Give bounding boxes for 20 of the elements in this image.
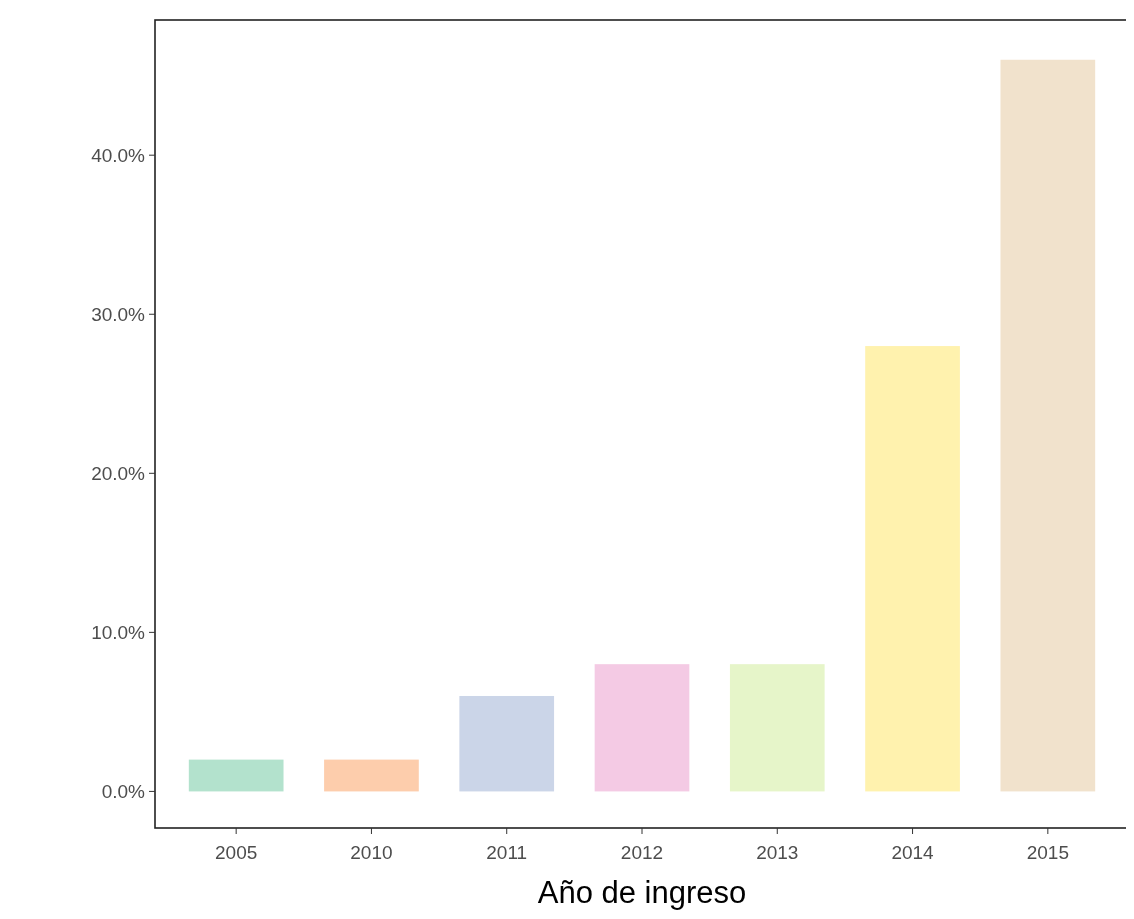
y-tick-label: 0.0%: [101, 781, 146, 803]
x-tick-label: 2012: [620, 842, 664, 863]
y-tick-label: 10.0%: [91, 622, 146, 644]
y-tick-label: 30.0%: [91, 303, 146, 325]
x-tick-label: 2013: [756, 842, 799, 863]
x-tick-label: 2011: [486, 842, 528, 863]
bar: [594, 664, 690, 792]
y-tick-label: 40.0%: [91, 144, 146, 166]
bar: [324, 759, 419, 792]
x-axis-title: Año de ingreso: [537, 875, 747, 910]
bar: [188, 759, 284, 792]
bar: [1000, 59, 1096, 792]
bar: [865, 346, 960, 792]
y-tick-label: 20.0%: [91, 462, 146, 484]
x-tick-label: 2010: [350, 842, 393, 863]
bar: [729, 664, 825, 792]
x-tick-label: 2014: [891, 842, 935, 863]
bar: [459, 695, 555, 792]
x-tick-label: 2005: [215, 842, 258, 863]
x-tick-label: 2015: [1026, 842, 1069, 863]
